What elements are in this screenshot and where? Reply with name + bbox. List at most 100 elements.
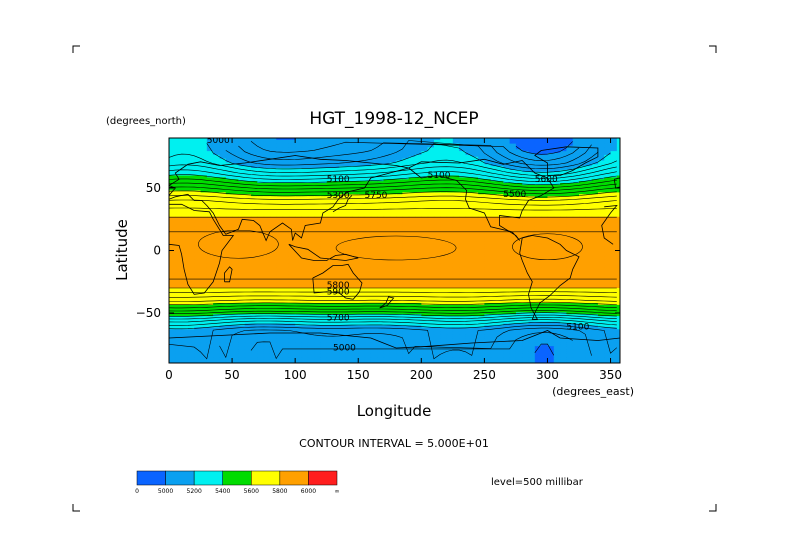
band-cell [244, 216, 252, 220]
band-cell [515, 166, 523, 169]
band-cell [579, 153, 586, 156]
band-cell [364, 173, 372, 177]
band-cell [307, 220, 315, 223]
band-cell [528, 218, 536, 222]
band-cell [238, 214, 246, 218]
band-cell [478, 145, 485, 148]
band-cell [427, 211, 435, 214]
band-cell [553, 207, 561, 210]
band-cell [471, 186, 479, 190]
band-cell [402, 156, 410, 160]
band-cell [282, 205, 290, 208]
band-cell [591, 209, 599, 212]
band-cell [616, 190, 620, 193]
band-cell [206, 162, 214, 165]
band-cell [282, 160, 290, 163]
band-cell [585, 171, 593, 175]
band-cell [282, 186, 290, 190]
band-cell [181, 207, 189, 210]
band-cell [509, 139, 517, 143]
band-cell [572, 188, 580, 192]
band-cell [597, 151, 605, 154]
band-cell [402, 154, 410, 158]
band-cell [377, 181, 385, 184]
band-cell [364, 188, 372, 192]
band-cell [616, 181, 620, 184]
band-cell [522, 216, 530, 220]
band-cell [402, 145, 410, 148]
band-cell [396, 154, 403, 158]
band-cell [427, 162, 435, 165]
band-cell [610, 149, 618, 152]
band-cell [440, 154, 448, 158]
band-cell [541, 141, 549, 145]
band-cell [175, 175, 183, 178]
band-cell [459, 190, 467, 193]
band-cell [219, 183, 227, 186]
band-cell [238, 138, 246, 141]
band-cell [452, 209, 460, 212]
band-cell [244, 164, 252, 167]
band-cell [194, 179, 202, 182]
band-cell [440, 201, 448, 205]
band-cell [257, 192, 265, 195]
band-cell [213, 181, 221, 184]
band-cell [358, 166, 366, 169]
band-cell [503, 211, 511, 214]
band-cell [446, 203, 454, 207]
band-cell [572, 154, 580, 158]
band-cell [471, 145, 479, 148]
band-cell [534, 211, 542, 214]
band-cell [610, 156, 618, 160]
band-cell [490, 145, 498, 148]
band-cell [490, 166, 498, 169]
band-cell [408, 149, 416, 152]
band-cell [490, 194, 498, 197]
band-cell [295, 184, 303, 188]
band-cell [301, 156, 309, 160]
band-cell [572, 179, 580, 182]
band-cell [579, 143, 586, 147]
band-cell [269, 207, 277, 210]
band-cell [181, 169, 189, 173]
band-cell [459, 209, 467, 212]
band-cell [616, 184, 620, 188]
band-cell [339, 175, 347, 178]
band-cell [427, 173, 435, 177]
band-cell [604, 201, 612, 205]
band-cell [509, 147, 517, 150]
band-cell [169, 181, 176, 184]
band-cell [219, 209, 227, 212]
band-cell [181, 199, 189, 203]
band-cell [295, 186, 303, 190]
band-cell [238, 211, 246, 214]
band-cell [408, 183, 416, 186]
band-cell [377, 177, 385, 180]
band-cell [276, 203, 284, 207]
band-cell [200, 151, 208, 154]
band-cell [478, 143, 485, 147]
band-cell [408, 188, 416, 192]
band-cell [534, 207, 542, 210]
band-cell [440, 168, 448, 171]
band-cell [383, 179, 391, 182]
band-cell [358, 173, 366, 177]
band-cell [232, 218, 239, 222]
band-cell [219, 211, 227, 214]
band-cell [433, 149, 441, 152]
band-cell [364, 153, 372, 156]
band-cell [553, 198, 561, 201]
band-cell [169, 199, 176, 203]
band-cell [541, 154, 549, 158]
band-cell [314, 220, 321, 223]
band-cell [314, 138, 321, 141]
band-cell [616, 209, 620, 212]
band-cell [263, 151, 271, 154]
band-cell [534, 218, 542, 222]
band-cell [478, 149, 485, 152]
band-cell [522, 171, 530, 175]
band-cell [597, 164, 605, 167]
band-cell [522, 198, 530, 201]
band-cell [326, 201, 334, 205]
band-cell [616, 151, 620, 154]
